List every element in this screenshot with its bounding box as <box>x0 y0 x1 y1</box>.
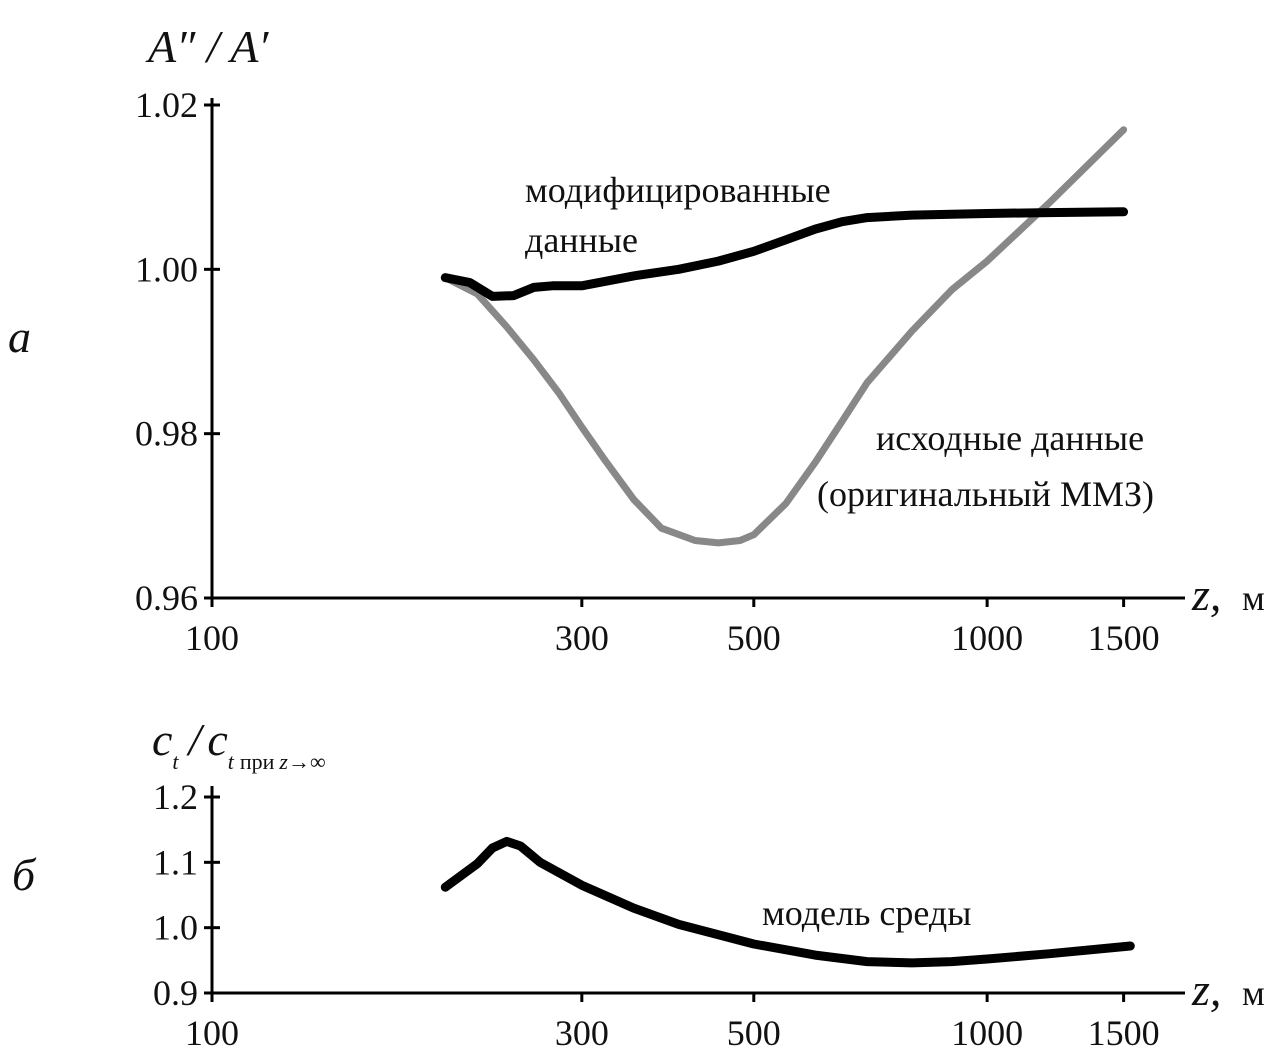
panel-b-series <box>440 836 1135 968</box>
annotation-medium-model: модель среды <box>762 893 971 933</box>
y-tick-label: 1.1 <box>153 842 198 882</box>
y-tick-label: 1.0 <box>153 908 198 948</box>
panel-a-y-ticks: 0.96 0.98 1.00 1.02 <box>135 85 220 618</box>
annotation-modified-line2: данные <box>525 220 638 260</box>
panel-a-letter: а <box>8 311 31 362</box>
series-line-modified-data <box>440 207 1129 301</box>
panel-a-x-ticks: 100 300 500 1000 1500 <box>185 598 1160 658</box>
panel-b: ct / ct при z→∞ б z, м 0.91.01.11.2 100 300 50… <box>12 714 1265 1052</box>
y-tick-label: 1.00 <box>135 249 198 289</box>
x-tick-label: 500 <box>727 618 781 658</box>
panel-b-ylabel-den-limit: →∞ <box>288 749 326 774</box>
panel-b-y-ticks: 0.9 1.0 1.1 1.2 <box>153 777 220 1013</box>
y-tick-label: 1.02 <box>135 85 198 125</box>
panel-a-x-axis-title: z, <box>1191 569 1221 620</box>
panel-a-series <box>440 126 1129 547</box>
x-tick-label: 100 <box>185 618 239 658</box>
annotation-original-line2: (оригинальный ММЗ) <box>817 474 1154 514</box>
panel-b-ylabel-c: c <box>152 714 172 765</box>
panel-b-x-axis-title: z, <box>1191 964 1221 1015</box>
panel-a-y-axis-title: A″ / A′ <box>145 21 269 72</box>
annotation-modified-line1: модифицированные <box>525 170 831 210</box>
series-line-original-data <box>441 126 1128 547</box>
x-tick-label: 1500 <box>1088 1013 1160 1052</box>
panel-b-ylabel-den-z: z <box>278 749 288 774</box>
annotation-original-line1: исходные данные <box>876 418 1144 458</box>
series-line-medium-model <box>440 836 1135 968</box>
x-tick-label: 300 <box>555 618 609 658</box>
x-tick-label: 500 <box>727 1013 781 1052</box>
panel-b-ylabel-den-pri: при <box>240 749 275 774</box>
panel-a: A″ / A′ а z, м 0.96 0.98 1.00 1.02 100 300 50… <box>8 21 1265 658</box>
panel-b-ylabel-c-den: c <box>207 714 227 765</box>
y-tick-label: 0.98 <box>135 414 198 454</box>
panel-b-ylabel-t: t <box>172 749 179 774</box>
panel-b-y-axis-title: ct / ct при z→∞ <box>152 714 326 774</box>
x-tick-label: 1500 <box>1088 618 1160 658</box>
panel-b-ylabel-slash: / <box>186 714 206 765</box>
x-tick-label: 1000 <box>951 618 1023 658</box>
x-tick-label: 100 <box>185 1013 239 1052</box>
y-tick-label: 1.2 <box>153 777 198 817</box>
y-tick-label: 0.9 <box>153 973 198 1013</box>
y-tick-label: 0.96 <box>135 578 198 618</box>
x-tick-label: 1000 <box>951 1013 1023 1052</box>
panel-b-x-ticks: 100 300 500 1000 1500 <box>185 993 1160 1052</box>
panel-a-x-axis-unit: м <box>1242 578 1265 618</box>
panel-b-ylabel-den-t: t <box>228 749 235 774</box>
x-tick-label: 300 <box>555 1013 609 1052</box>
panel-b-letter: б <box>12 849 37 900</box>
panel-b-x-axis-unit: м <box>1242 973 1265 1013</box>
